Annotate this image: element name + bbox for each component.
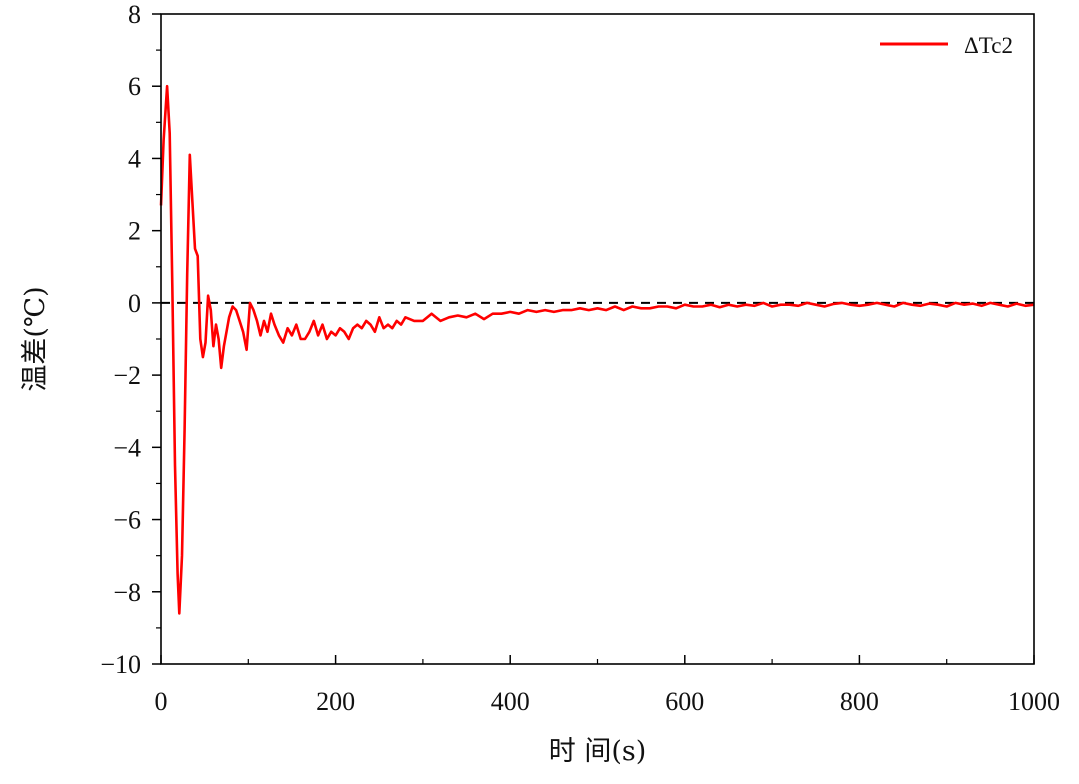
x-tick-label: 200 <box>316 687 355 716</box>
x-tick-label: 400 <box>491 687 530 716</box>
legend-label: ΔTc2 <box>964 33 1013 58</box>
axes-layer <box>160 13 1035 665</box>
y-tick-label: 6 <box>128 72 141 101</box>
y-tick-label: 4 <box>128 144 141 173</box>
series-layer <box>159 84 1035 615</box>
y-axis-title: 温差(℃) <box>20 286 51 391</box>
x-tick-label: 1000 <box>1008 687 1060 716</box>
plot-frame <box>160 13 1035 665</box>
x-tick-label: 600 <box>665 687 704 716</box>
y-tick-label: 0 <box>128 289 141 318</box>
y-tick-label: −2 <box>113 361 141 390</box>
y-tick-label: 2 <box>128 217 141 246</box>
y-tick-label: −8 <box>113 578 141 607</box>
series-line <box>159 84 1035 615</box>
y-tick-label: 8 <box>128 0 141 29</box>
y-tick-label: −4 <box>113 433 141 462</box>
x-tick-label: 0 <box>155 687 168 716</box>
y-tick-label: −10 <box>100 650 141 679</box>
x-tick-label: 800 <box>840 687 879 716</box>
y-tick-label: −6 <box>113 506 141 535</box>
legend: ΔTc2 <box>880 33 1013 58</box>
x-axis-title: 时 间(s) <box>549 736 647 767</box>
ticks-layer: 0 200 400 600 800 1000 8 6 4 2 0 −2 −4 −6 −8 −10 <box>100 0 1060 716</box>
